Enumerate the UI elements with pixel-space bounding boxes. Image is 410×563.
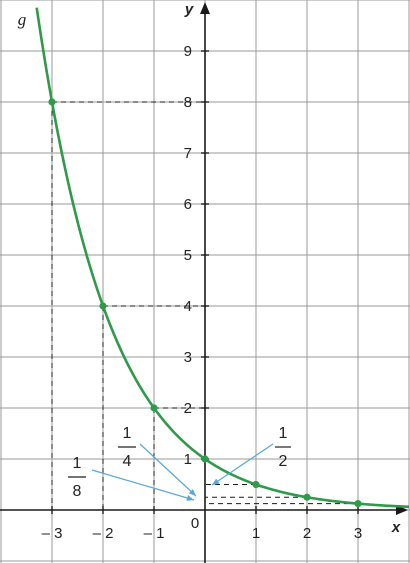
labels: – 3 – 2 – 1 1 2 3 1 2 3 4 5 6 7 8 9 0 x y g 1 2 1 4 1 8 (18, 1, 401, 542)
callout-arrowhead (186, 495, 194, 501)
data-point (303, 493, 311, 501)
data-point (354, 500, 362, 508)
data-point (150, 404, 158, 412)
data-point (48, 98, 56, 106)
curve-layer (35, 7, 410, 509)
x-tick-label: 1 (252, 525, 260, 542)
callout-denominator: 4 (123, 453, 132, 470)
callout-line (91, 469, 195, 501)
y-tick-label: 6 (184, 196, 192, 213)
data-point (201, 455, 209, 463)
y-tick-label: 7 (184, 145, 192, 162)
callout-arrowhead (212, 478, 220, 485)
data-point (99, 302, 107, 310)
y-tick-label: 4 (184, 298, 192, 315)
y-tick-label: 3 (184, 349, 192, 366)
callout-arrowhead (188, 489, 196, 496)
callout-line (211, 443, 274, 486)
x-tick-label: – 2 (93, 525, 114, 542)
y-tick-label: 5 (184, 247, 192, 264)
x-axis-label: x (391, 519, 401, 536)
y-tick-label: 1 (184, 451, 192, 468)
callout-numerator: 1 (73, 455, 82, 472)
function-label: g (18, 10, 27, 29)
dashed-guides (51, 101, 358, 510)
y-tick-label: 9 (184, 43, 192, 60)
x-tick-label: – 3 (42, 525, 63, 542)
callout-line (139, 443, 197, 497)
x-tick-label: 2 (303, 525, 311, 542)
data-point (252, 480, 260, 489)
origin-label: 0 (191, 515, 199, 532)
callout-numerator: 1 (123, 425, 132, 442)
callout-denominator: 2 (279, 453, 288, 470)
y-axis-label: y (184, 1, 194, 18)
callout-numerator: 1 (279, 425, 288, 442)
x-tick-label: – 1 (144, 525, 165, 542)
curve-g (35, 7, 410, 509)
y-tick-label: 2 (184, 400, 192, 417)
x-tick-label: 3 (354, 525, 362, 542)
y-tick-label: 8 (184, 94, 192, 111)
callouts (91, 443, 274, 501)
y-axis-arrowhead (200, 2, 210, 14)
callout-denominator: 8 (73, 483, 82, 500)
